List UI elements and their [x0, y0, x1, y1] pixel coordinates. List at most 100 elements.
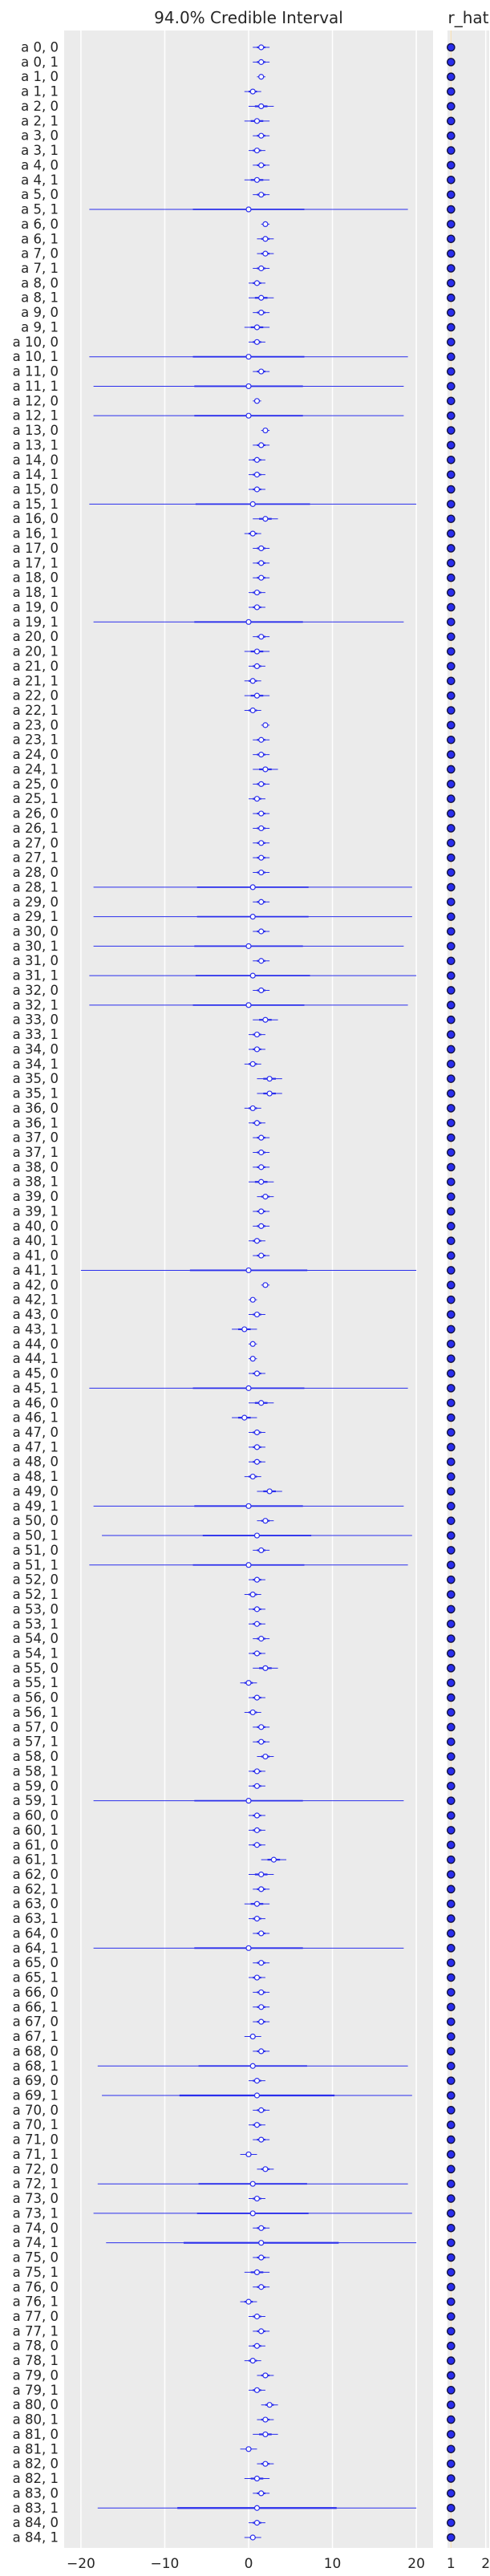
- rhat-point: [447, 897, 456, 907]
- rhat-point: [447, 1339, 456, 1349]
- forest-row: a 25, 0: [13, 777, 456, 792]
- median-point: [262, 1518, 269, 1524]
- median-point: [253, 1444, 261, 1450]
- forest-row: a 21, 0: [13, 659, 456, 674]
- row-label: a 32, 1: [13, 997, 59, 1012]
- row-label: a 2, 1: [21, 113, 59, 128]
- rhat-point: [447, 1516, 456, 1525]
- forest-row: a 46, 1: [13, 1410, 456, 1426]
- forest-row: a 16, 1: [13, 526, 456, 542]
- row-label: a 4, 0: [21, 157, 59, 172]
- row-label: a 19, 1: [13, 615, 59, 630]
- rhat-point: [447, 1413, 456, 1422]
- forest-row: a 22, 0: [13, 688, 456, 704]
- median-point: [258, 1738, 265, 1745]
- rhat-point: [447, 2061, 456, 2071]
- forest-row: a 15, 1: [13, 497, 456, 512]
- rhat-point: [447, 2032, 456, 2041]
- median-point: [262, 2166, 269, 2172]
- median-point: [253, 472, 261, 478]
- row-label: a 37, 1: [13, 1145, 59, 1160]
- forest-row: a 15, 0: [13, 482, 456, 497]
- rhat-point: [447, 176, 456, 185]
- row-label: a 48, 1: [13, 1469, 59, 1484]
- row-label: a 60, 1: [13, 1823, 59, 1838]
- row-label: a 26, 1: [13, 821, 59, 836]
- forest-row: a 82, 0: [13, 2456, 456, 2472]
- rhat-point: [447, 1325, 456, 1334]
- forest-row: a 23, 0: [13, 717, 456, 732]
- row-label: a 10, 0: [13, 335, 59, 350]
- median-point: [253, 324, 261, 331]
- median-point: [262, 2372, 269, 2379]
- rhat-point: [447, 2150, 456, 2159]
- row-label: a 11, 0: [13, 364, 59, 379]
- median-point: [258, 310, 265, 316]
- row-label: a 6, 0: [21, 217, 59, 232]
- rhat-point: [447, 2120, 456, 2130]
- rhat-point: [447, 146, 456, 155]
- row-label: a 61, 0: [13, 1837, 59, 1852]
- median-point: [245, 943, 252, 949]
- rhat-point: [447, 794, 456, 804]
- row-label: a 44, 1: [13, 1351, 59, 1366]
- row-label: a 48, 0: [13, 1454, 59, 1470]
- median-point: [245, 2298, 252, 2305]
- median-point: [245, 1945, 252, 1951]
- forest-row: a 1, 0: [21, 69, 456, 84]
- median-point: [258, 2328, 265, 2335]
- row-label: a 5, 1: [21, 202, 59, 217]
- forest-row: a 37, 1: [13, 1145, 456, 1160]
- forest-row: a 63, 0: [13, 1897, 456, 1912]
- forest-row: a 13, 1: [13, 437, 456, 452]
- rhat-point: [447, 2076, 456, 2085]
- row-label: a 13, 1: [13, 437, 59, 452]
- forest-row: a 53, 0: [13, 1601, 456, 1617]
- row-label: a 30, 0: [13, 924, 59, 939]
- forest-row: a 33, 1: [13, 1027, 456, 1042]
- row-label: a 15, 0: [13, 482, 59, 497]
- forest-row: a 75, 0: [13, 2250, 456, 2266]
- row-label: a 40, 1: [13, 1233, 59, 1248]
- rhat-point: [447, 1619, 456, 1629]
- rhat-point: [447, 1074, 456, 1083]
- forest-row: a 24, 1: [13, 761, 456, 777]
- rhat-point: [447, 323, 456, 332]
- rhat-point: [447, 58, 456, 67]
- row-label: a 66, 0: [13, 1985, 59, 2000]
- forest-row: a 57, 1: [13, 1734, 456, 1750]
- row-label: a 83, 0: [13, 2485, 59, 2501]
- row-label: a 9, 0: [21, 305, 59, 320]
- row-label: a 12, 0: [13, 393, 59, 408]
- row-label: a 18, 0: [13, 570, 59, 586]
- rhat-point: [447, 691, 456, 700]
- row-label: a 77, 0: [13, 2309, 59, 2324]
- forest-row: a 23, 1: [13, 732, 456, 748]
- median-point: [258, 2225, 265, 2231]
- row-label: a 25, 0: [13, 777, 59, 792]
- rhat-point: [447, 750, 456, 759]
- row-label: a 81, 1: [13, 2441, 59, 2456]
- forest-row: a 68, 1: [13, 2059, 456, 2074]
- row-label: a 52, 1: [13, 1587, 59, 1602]
- median-point: [253, 648, 261, 655]
- rhat-point: [447, 1899, 456, 1909]
- median-point: [253, 2343, 261, 2349]
- row-label: a 42, 0: [13, 1277, 59, 1292]
- row-label: a 42, 1: [13, 1292, 59, 1308]
- forest-row: a 41, 1: [13, 1263, 456, 1278]
- forest-row: a 11, 1: [13, 379, 456, 394]
- forest-row: a 11, 0: [13, 364, 456, 379]
- median-point: [241, 1326, 248, 1333]
- forest-row: a 62, 0: [13, 1867, 456, 1882]
- x-tick-label: 0: [245, 2556, 253, 2572]
- rhat-point: [447, 2002, 456, 2012]
- rhat-point: [447, 986, 456, 995]
- median-point: [245, 1385, 252, 1391]
- median-point: [253, 1768, 261, 1775]
- rhat-point: [447, 426, 456, 435]
- rhat-point: [447, 190, 456, 199]
- median-point: [249, 972, 256, 979]
- rhat-panel: [447, 30, 489, 2548]
- forest-row: a 67, 1: [13, 2029, 456, 2044]
